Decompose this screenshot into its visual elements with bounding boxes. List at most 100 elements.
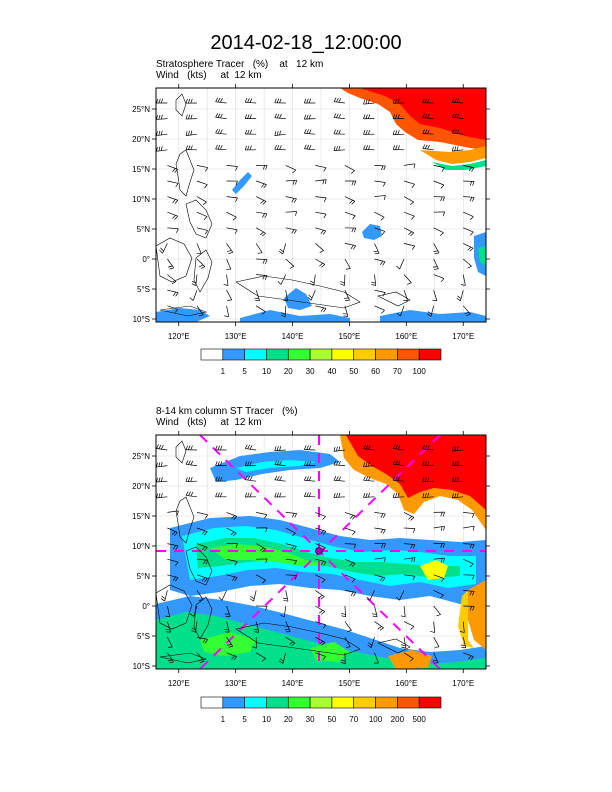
- wind-barb: [215, 97, 227, 104]
- panel2-title: 8-14 km column ST Tracer (%) Wind (kts) a…: [156, 406, 298, 428]
- panel1-tracer-region-northeast-core: [360, 88, 486, 140]
- wind-barb: [374, 543, 386, 548]
- lat-tick-label: 10°N: [132, 542, 150, 551]
- wind-barb: [374, 258, 386, 266]
- panel1-map: 120°E 130°E 140°E 150°E 160°E 170°E25°N20°N15…: [132, 84, 490, 376]
- wind-barb: [191, 274, 198, 286]
- wind-barb: [433, 574, 445, 583]
- wind-barb: [363, 492, 375, 498]
- wind-barb: [309, 274, 316, 286]
- lat-tick-label: 25°N: [132, 452, 150, 461]
- wind-barb: [463, 543, 475, 549]
- panel2-tracer-north-band-inner: [236, 460, 316, 472]
- wind-barb: [363, 99, 375, 105]
- wind-barb: [392, 492, 405, 498]
- wind-barb: [343, 290, 350, 301]
- wind-barb: [459, 621, 465, 633]
- wind-barb: [392, 145, 405, 151]
- wind-barb: [374, 512, 386, 519]
- wind-barb: [374, 180, 386, 187]
- wind-barb: [274, 492, 286, 498]
- wind-barb: [463, 180, 475, 186]
- wind-barb: [303, 461, 316, 466]
- wind-barb: [451, 128, 464, 135]
- colorbar-swatch: [397, 696, 420, 709]
- colorbar-label: 20: [284, 367, 293, 376]
- wind-barb: [344, 637, 351, 648]
- wind-barb: [344, 258, 351, 270]
- panel2-coastlines: [156, 440, 411, 664]
- wind-barb: [285, 527, 296, 537]
- wind-barb: [451, 476, 464, 482]
- colorbar-label: 10: [262, 715, 271, 724]
- wind-barb: [451, 492, 464, 499]
- colorbar-swatch: [418, 696, 442, 709]
- wind-barb: [167, 574, 179, 582]
- colorbar-label: 70: [349, 715, 358, 724]
- wind-barb: [344, 574, 356, 583]
- wind-barb: [256, 558, 268, 564]
- wind-barb: [463, 227, 474, 236]
- wind-barb: [463, 196, 475, 202]
- panel1-tracer-blob-south: [284, 288, 312, 310]
- wind-barb: [215, 128, 227, 135]
- wind-barb: [256, 527, 268, 533]
- wind-barb: [256, 211, 268, 218]
- wind-barb: [333, 446, 345, 452]
- wind-barb: [226, 652, 238, 661]
- wind-barb: [255, 243, 263, 254]
- wind-barb: [304, 445, 316, 451]
- wind-barb: [374, 527, 386, 534]
- wind-barb: [315, 558, 327, 566]
- wind-barb: [185, 460, 198, 466]
- wind-barb: [160, 590, 168, 602]
- wind-barb: [460, 274, 466, 286]
- wind-barb: [427, 305, 434, 317]
- panel1-coast-java: [159, 305, 208, 317]
- panel1-tracer-blob-equator: [362, 224, 382, 240]
- wind-barb: [433, 525, 445, 532]
- colorbar-swatch: [266, 696, 289, 709]
- wind-barb: [433, 543, 445, 548]
- wind-barb: [404, 557, 416, 563]
- wind-barb: [244, 129, 257, 135]
- wind-barb: [156, 477, 168, 483]
- wind-barb: [167, 305, 179, 313]
- wind-barb: [196, 196, 207, 206]
- wind-barb: [280, 305, 287, 318]
- wind-barb: [167, 258, 175, 270]
- lat-tick-label: 5°N: [137, 572, 151, 581]
- wind-barb: [374, 165, 386, 171]
- panel2-tracer-northeast-core: [346, 435, 486, 510]
- wind-barb: [374, 227, 386, 236]
- colorbar-swatch: [244, 348, 267, 361]
- wind-barb: [463, 574, 475, 580]
- wind-barb: [344, 590, 357, 597]
- lat-tick-label: 5°S: [137, 632, 150, 641]
- wind-barb: [433, 243, 440, 254]
- colorbar-swatch: [200, 348, 224, 361]
- wind-barb: [244, 492, 257, 498]
- colorbar-label: 1: [221, 715, 226, 724]
- wind-barb: [463, 512, 475, 518]
- panel1-ticks: 120°E 130°E 140°E 150°E 160°E 170°E 25°N 20°N 15…: [132, 84, 490, 341]
- wind-barb: [374, 211, 385, 221]
- wind-barb: [433, 180, 445, 189]
- wind-barb: [344, 196, 356, 205]
- panel2-coast-philippines-south: [185, 546, 213, 586]
- wind-barb: [374, 621, 384, 631]
- colorbar-swatch: [418, 348, 442, 361]
- wind-barb: [404, 163, 416, 169]
- wind-barb: [196, 527, 208, 536]
- wind-barb: [303, 492, 316, 498]
- wind-barb: [452, 113, 464, 119]
- wind-barb: [403, 290, 408, 301]
- colorbar-swatch: [397, 348, 420, 361]
- wind-barb: [215, 144, 227, 151]
- panel2-tracer-fill: [156, 435, 486, 669]
- panel2-coast-islands: [377, 638, 411, 654]
- wind-barb: [372, 605, 378, 618]
- wind-barb: [303, 98, 316, 104]
- wind-barb: [344, 211, 356, 220]
- wind-barb: [344, 243, 356, 250]
